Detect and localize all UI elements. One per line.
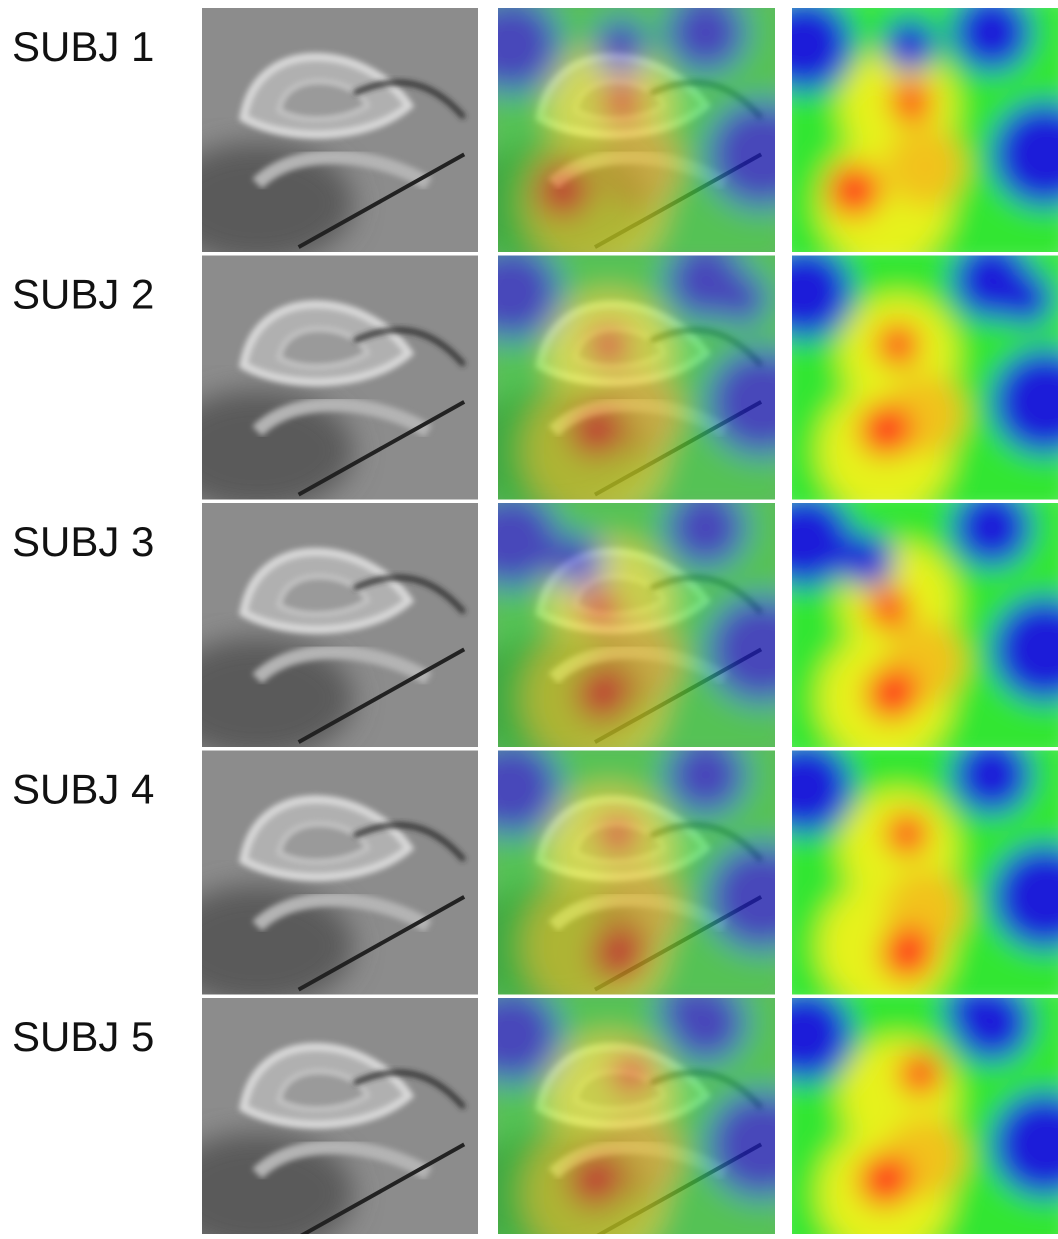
heat-blob bbox=[886, 813, 929, 856]
heat-blob bbox=[868, 587, 911, 630]
panel bbox=[456, 483, 816, 767]
heat-blob bbox=[999, 272, 1052, 325]
panel bbox=[161, 256, 478, 512]
heat-blob bbox=[535, 163, 590, 218]
heat-blob bbox=[883, 18, 936, 71]
heat-blob bbox=[786, 760, 839, 813]
panel bbox=[161, 751, 478, 1007]
panel bbox=[456, 236, 816, 520]
heat-blob bbox=[890, 80, 933, 123]
heatmap bbox=[757, 236, 1058, 520]
heat-blob bbox=[575, 666, 630, 721]
panel bbox=[757, 731, 1058, 1015]
figure: SUBJ 1 SUBJ 2 SUBJ 3 SUBJ 4 SUBJ 5 bbox=[0, 0, 1058, 1234]
heat-blob bbox=[492, 759, 547, 814]
heat-blob bbox=[881, 927, 934, 980]
heat-blob bbox=[600, 80, 644, 124]
heat-blob bbox=[828, 164, 881, 217]
heat-blob bbox=[595, 125, 678, 208]
heat-blob bbox=[899, 1053, 942, 1096]
heatmap bbox=[757, 0, 1058, 272]
panel bbox=[161, 503, 478, 759]
heat-blob bbox=[877, 324, 920, 367]
heat-blob bbox=[577, 586, 621, 630]
row-label: SUBJ 3 bbox=[12, 518, 154, 565]
heatmap bbox=[462, 236, 817, 520]
heat-blob bbox=[567, 1153, 622, 1208]
heat-blob bbox=[841, 534, 894, 587]
heat-blob bbox=[549, 532, 604, 587]
heat-blob bbox=[591, 926, 646, 981]
panel bbox=[161, 998, 478, 1234]
panel bbox=[161, 8, 478, 264]
heat-blob bbox=[609, 1052, 653, 1096]
heat-blob bbox=[859, 404, 912, 457]
heatmap bbox=[462, 731, 817, 1015]
panel bbox=[456, 731, 816, 1015]
heatmap bbox=[462, 483, 817, 767]
heat-blob bbox=[568, 402, 623, 457]
heat-blob bbox=[586, 323, 630, 367]
heatmap bbox=[757, 731, 1058, 1015]
row-label: SUBJ 1 bbox=[12, 23, 154, 70]
heatmap bbox=[462, 0, 817, 272]
heatmap bbox=[757, 483, 1058, 767]
heat-blob bbox=[593, 17, 648, 72]
panel bbox=[757, 0, 1058, 272]
row-label: SUBJ 2 bbox=[12, 271, 154, 318]
panel bbox=[757, 236, 1058, 520]
heatmap bbox=[757, 978, 1058, 1234]
heat-blob bbox=[866, 667, 919, 720]
panel bbox=[456, 0, 816, 272]
panel bbox=[456, 978, 816, 1234]
heat-blob bbox=[596, 812, 640, 856]
panel bbox=[757, 483, 1058, 767]
row-label: SUBJ 4 bbox=[12, 766, 154, 813]
panel bbox=[757, 978, 1058, 1234]
heat-blob bbox=[714, 271, 769, 326]
heatmap bbox=[462, 978, 817, 1234]
heat-blob bbox=[885, 127, 965, 207]
heat-blob bbox=[858, 1154, 911, 1207]
row-label: SUBJ 5 bbox=[12, 1013, 154, 1060]
